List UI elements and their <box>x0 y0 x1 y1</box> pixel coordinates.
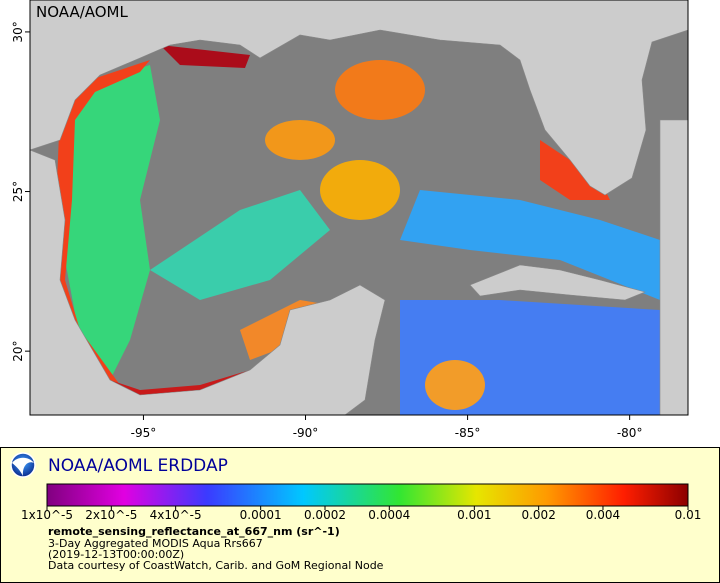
lon-tick-label: -85° <box>455 426 481 440</box>
legend-line: Data courtesy of CoastWatch, Carib. and … <box>48 559 384 572</box>
map <box>30 0 688 415</box>
legend-line: 3-Day Aggregated MODIS Aqua Rrs667 <box>48 537 263 550</box>
legend-title: NOAA/AOML ERDDAP <box>48 456 228 476</box>
colorbar-tick-label: 1x10^-5 <box>21 508 73 522</box>
colorbar-ticks: 1x10^-5 2x10^-5 4x10^-5 0.0001 0.0002 0.0004 0… <box>21 506 701 522</box>
lon-tick-label: -80° <box>617 426 643 440</box>
reflectance-field <box>55 45 660 415</box>
lat-tick-label: 25° <box>11 181 25 202</box>
variable-name: remote_sensing_reflectance_at_667_nm (sr… <box>48 525 340 538</box>
legend-line: (2019-12-13T00:00:00Z) <box>48 548 184 561</box>
map-axes: -95° -90° -85° -80° 20° 25° 30° <box>11 21 642 440</box>
lon-tick-label: -90° <box>293 426 319 440</box>
lat-tick-label: 20° <box>11 341 25 362</box>
colorbar-tick-label: 0.0001 <box>240 508 282 522</box>
colorbar-tick-label: 0.002 <box>521 508 555 522</box>
noaa-logo <box>10 452 36 478</box>
watermark: NOAA/AOML <box>36 3 129 21</box>
lon-tick-label: -95° <box>131 426 157 440</box>
colorbar-tick-label: 4x10^-5 <box>150 508 202 522</box>
colorbar-tick-label: 0.0002 <box>304 508 346 522</box>
colorbar <box>46 483 689 507</box>
legend-panel <box>0 447 720 583</box>
map-frame <box>29 0 689 416</box>
lat-tick-label: 30° <box>11 21 25 42</box>
colorbar-tick-label: 0.0004 <box>368 508 410 522</box>
colorbar-tick-label: 2x10^-5 <box>85 508 137 522</box>
land <box>30 0 688 415</box>
colorbar-tick-label: 0.001 <box>457 508 491 522</box>
colorbar-tick-label: 0.004 <box>586 508 620 522</box>
colorbar-tick-label: 0.01 <box>675 508 702 522</box>
